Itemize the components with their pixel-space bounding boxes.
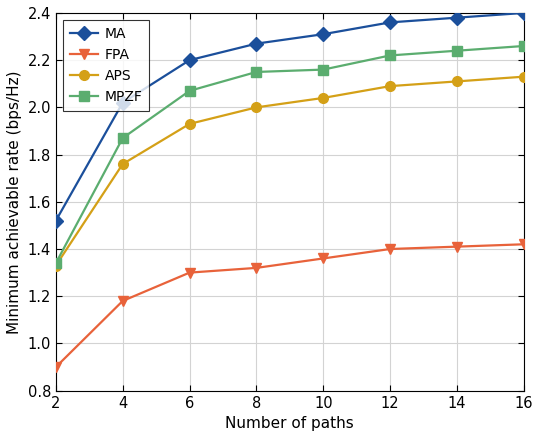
MA <box>320 32 327 37</box>
FPA <box>186 270 193 275</box>
MA <box>52 218 59 223</box>
MPZF <box>186 88 193 93</box>
MA <box>387 20 393 25</box>
MPZF <box>521 43 527 49</box>
Line: FPA: FPA <box>51 240 529 372</box>
APS <box>320 95 327 101</box>
Legend: MA, FPA, APS, MPZF: MA, FPA, APS, MPZF <box>63 20 149 111</box>
Line: MA: MA <box>51 8 529 226</box>
MPZF <box>454 48 460 53</box>
APS <box>454 79 460 84</box>
FPA <box>253 265 260 271</box>
APS <box>119 161 126 166</box>
APS <box>52 263 59 268</box>
MA <box>253 41 260 46</box>
APS <box>253 105 260 110</box>
Y-axis label: Minimum achievable rate (bps/Hz): Minimum achievable rate (bps/Hz) <box>7 70 22 334</box>
FPA <box>119 298 126 304</box>
APS <box>521 74 527 79</box>
MA <box>186 57 193 63</box>
MA <box>454 15 460 20</box>
FPA <box>52 364 59 370</box>
X-axis label: Number of paths: Number of paths <box>226 416 354 431</box>
MA <box>521 11 527 16</box>
APS <box>387 84 393 89</box>
MPZF <box>320 67 327 72</box>
FPA <box>387 247 393 252</box>
APS <box>186 121 193 127</box>
FPA <box>320 256 327 261</box>
Line: MPZF: MPZF <box>51 41 529 268</box>
Line: APS: APS <box>51 72 529 270</box>
FPA <box>521 242 527 247</box>
MPZF <box>52 261 59 266</box>
FPA <box>454 244 460 249</box>
MA <box>119 100 126 105</box>
MPZF <box>253 69 260 74</box>
MPZF <box>387 53 393 58</box>
MPZF <box>119 135 126 141</box>
